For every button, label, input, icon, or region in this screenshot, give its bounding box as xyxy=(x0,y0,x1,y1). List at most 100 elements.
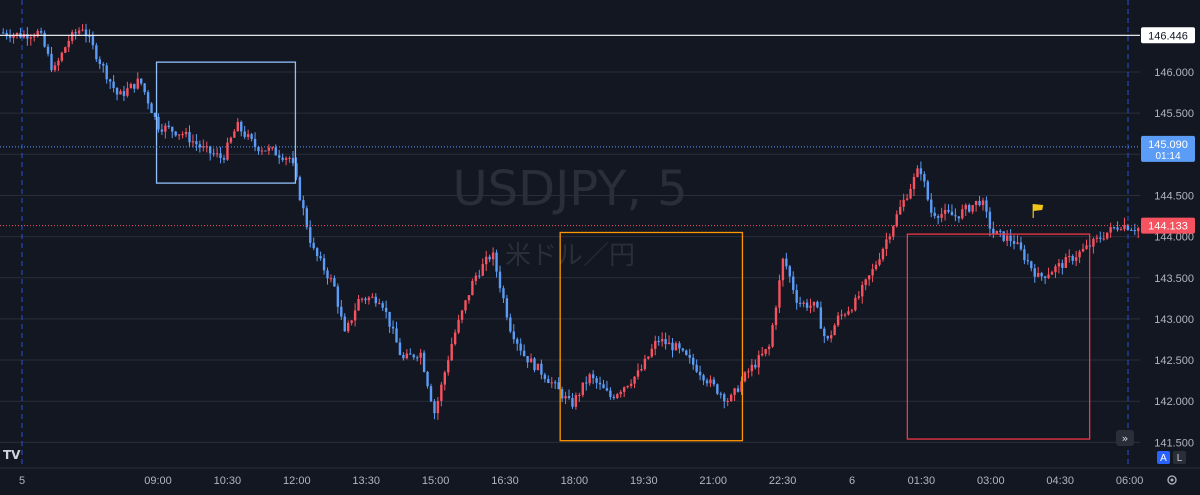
candle-body[interactable] xyxy=(671,342,674,351)
candle-body[interactable] xyxy=(961,209,964,219)
candle-body[interactable] xyxy=(364,298,367,301)
candle-body[interactable] xyxy=(968,205,971,212)
candle-body[interactable] xyxy=(550,382,553,384)
candle-body[interactable] xyxy=(419,352,422,358)
candle-body[interactable] xyxy=(8,35,12,38)
candle-body[interactable] xyxy=(536,363,540,371)
candle-body[interactable] xyxy=(785,258,788,267)
candle-body[interactable] xyxy=(736,388,740,392)
candle-body[interactable] xyxy=(985,200,988,212)
candle-body[interactable] xyxy=(1074,257,1078,261)
candle-body[interactable] xyxy=(1030,261,1033,269)
candles[interactable] xyxy=(2,23,1140,420)
candle-body[interactable] xyxy=(336,286,340,307)
candle-body[interactable] xyxy=(453,332,457,345)
candle-body[interactable] xyxy=(140,78,143,84)
highlight-box[interactable] xyxy=(559,231,744,442)
candle-body[interactable] xyxy=(126,88,129,96)
candle-body[interactable] xyxy=(543,374,547,380)
candle-body[interactable] xyxy=(464,300,467,311)
candle-body[interactable] xyxy=(371,296,374,298)
candle-body[interactable] xyxy=(1133,230,1136,232)
candle-body[interactable] xyxy=(153,113,157,117)
candle-body[interactable] xyxy=(1002,231,1005,241)
candle-body[interactable] xyxy=(260,150,264,152)
candle-body[interactable] xyxy=(67,40,70,48)
candle-body[interactable] xyxy=(602,384,605,389)
candle-body[interactable] xyxy=(585,382,588,384)
candle-body[interactable] xyxy=(902,199,905,207)
candle-body[interactable] xyxy=(246,134,250,137)
candle-body[interactable] xyxy=(909,188,912,199)
candle-body[interactable] xyxy=(402,354,405,359)
candle-body[interactable] xyxy=(171,126,174,132)
candle-body[interactable] xyxy=(923,174,926,182)
candle-body[interactable] xyxy=(640,369,643,371)
candle-body[interactable] xyxy=(84,29,88,37)
candle-body[interactable] xyxy=(522,350,526,357)
candle-body[interactable] xyxy=(885,239,888,249)
candle-body[interactable] xyxy=(367,297,371,301)
candle-body[interactable] xyxy=(874,264,878,270)
candle-body[interactable] xyxy=(302,200,305,209)
candle-body[interactable] xyxy=(198,144,202,148)
candle-body[interactable] xyxy=(1112,227,1116,229)
candle-body[interactable] xyxy=(315,248,319,257)
candle-body[interactable] xyxy=(881,248,885,260)
candle-body[interactable] xyxy=(895,214,898,227)
candle-body[interactable] xyxy=(26,34,29,39)
candle-body[interactable] xyxy=(681,348,685,351)
candle-body[interactable] xyxy=(219,153,222,159)
candle-body[interactable] xyxy=(978,200,981,206)
candle-body[interactable] xyxy=(764,349,767,354)
candle-body[interactable] xyxy=(43,32,46,47)
candle-body[interactable] xyxy=(916,168,919,178)
candle-body[interactable] xyxy=(133,83,136,89)
candle-body[interactable] xyxy=(533,358,536,371)
candle-body[interactable] xyxy=(181,134,184,136)
candle-body[interactable] xyxy=(802,302,805,304)
candle-body[interactable] xyxy=(726,400,729,402)
candle-body[interactable] xyxy=(460,310,464,320)
candle-body[interactable] xyxy=(250,134,253,139)
candle-body[interactable] xyxy=(353,310,357,321)
candle-body[interactable] xyxy=(309,227,312,243)
candle-body[interactable] xyxy=(957,216,961,219)
candle-body[interactable] xyxy=(74,32,77,34)
candle-body[interactable] xyxy=(122,91,126,96)
candle-body[interactable] xyxy=(409,353,412,355)
candle-body[interactable] xyxy=(384,307,388,312)
candle-body[interactable] xyxy=(719,393,722,395)
candle-body[interactable] xyxy=(5,32,8,36)
candle-body[interactable] xyxy=(992,228,995,234)
candle-body[interactable] xyxy=(374,296,377,304)
candle-body[interactable] xyxy=(667,342,671,345)
candle-body[interactable] xyxy=(964,205,967,210)
candle-body[interactable] xyxy=(164,125,167,132)
tradingview-logo[interactable]: TV xyxy=(3,448,21,462)
candle-body[interactable] xyxy=(830,335,833,339)
candle-body[interactable] xyxy=(278,155,281,158)
candle-body[interactable] xyxy=(988,211,992,229)
candle-body[interactable] xyxy=(560,389,564,399)
candle-body[interactable] xyxy=(505,298,509,318)
candle-body[interactable] xyxy=(267,147,271,151)
candle-body[interactable] xyxy=(888,236,892,240)
candle-body[interactable] xyxy=(160,129,164,132)
candle-body[interactable] xyxy=(436,400,440,414)
candle-body[interactable] xyxy=(781,258,785,281)
candle-body[interactable] xyxy=(609,390,612,397)
candle-body[interactable] xyxy=(50,53,53,71)
candle-body[interactable] xyxy=(926,181,929,200)
candle-body[interactable] xyxy=(1119,229,1123,231)
candle-body[interactable] xyxy=(112,81,115,88)
candle-body[interactable] xyxy=(115,87,119,95)
candle-body[interactable] xyxy=(312,242,315,249)
candle-body[interactable] xyxy=(271,147,274,149)
candle-body[interactable] xyxy=(774,307,778,326)
candle-body[interactable] xyxy=(1019,242,1023,250)
candle-body[interactable] xyxy=(905,198,909,200)
candle-body[interactable] xyxy=(129,83,133,89)
settings-gear-button[interactable] xyxy=(1167,475,1177,485)
candle-body[interactable] xyxy=(119,91,122,95)
